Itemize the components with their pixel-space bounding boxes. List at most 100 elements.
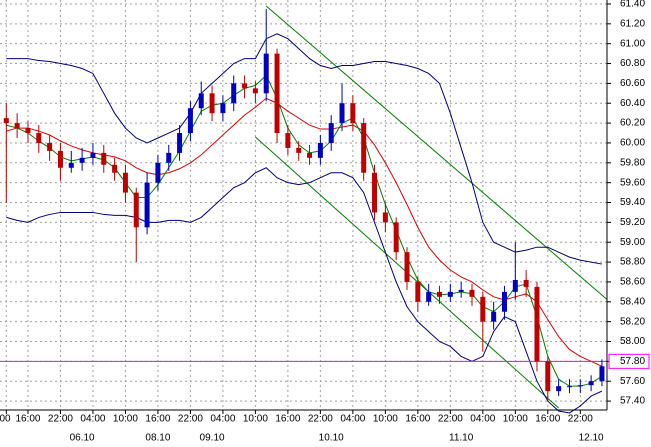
candle-body — [198, 93, 204, 109]
candle-body — [437, 291, 442, 297]
y-tick-label: 58.80 — [620, 257, 645, 268]
candle-body — [480, 296, 486, 322]
date-label: 12.10 — [579, 433, 604, 444]
candle-body — [90, 152, 96, 158]
y-tick-label: 59.60 — [620, 177, 645, 188]
y-tick-label: 58.20 — [620, 316, 645, 327]
candle-body — [491, 311, 497, 322]
candle-body — [263, 53, 269, 94]
candle-body — [155, 162, 161, 183]
candle-body — [296, 147, 302, 153]
candle-body — [187, 108, 193, 134]
candle-body — [3, 118, 9, 124]
candle-body — [426, 291, 432, 302]
date-label: 08.10 — [145, 433, 170, 444]
x-tick-label: 00 — [0, 414, 11, 425]
candle-body — [25, 128, 31, 134]
candle-body — [599, 366, 605, 382]
x-tick-label: 22:00 — [308, 414, 333, 425]
y-tick-label: 57.60 — [620, 376, 645, 387]
candle-body — [112, 164, 118, 173]
y-tick-label: 60.80 — [620, 58, 645, 69]
x-tick-label: 22:00 — [438, 414, 463, 425]
y-tick-label: 59.20 — [620, 217, 645, 228]
candle-body — [177, 133, 183, 153]
y-tick-label: 59.00 — [620, 237, 645, 248]
candle-body — [350, 103, 356, 124]
candle-body — [166, 152, 172, 163]
candle-body — [469, 289, 475, 297]
x-tick-label: 10:00 — [113, 414, 138, 425]
date-label: 06.10 — [70, 433, 95, 444]
candle-body — [231, 83, 237, 104]
candle-body — [47, 142, 53, 151]
indicator-line — [6, 33, 603, 265]
x-tick-label: 16:00 — [535, 414, 560, 425]
x-tick-label: 04:00 — [210, 414, 235, 425]
candle-body — [122, 172, 128, 193]
candle-body — [577, 385, 583, 387]
x-tick-label: 22:00 — [48, 414, 73, 425]
y-tick-label: 60.60 — [620, 78, 645, 89]
date-label: 11.10 — [449, 433, 474, 444]
candle-body — [144, 182, 150, 228]
price-label: 57.80 — [620, 356, 645, 367]
channel-line — [265, 5, 608, 301]
candle-body — [566, 386, 572, 388]
price-label-box — [608, 353, 650, 369]
candle-body — [361, 123, 367, 173]
candle-body — [274, 53, 280, 134]
candle-body — [14, 123, 20, 129]
x-tick-label: 10:00 — [243, 414, 268, 425]
x-tick-label: 04:00 — [80, 414, 105, 425]
candle-body — [242, 83, 248, 89]
y-tick-label: 60.20 — [620, 118, 645, 129]
x-tick-label: 16:00 — [275, 414, 300, 425]
candle-body — [36, 133, 42, 143]
x-tick-label: 10:00 — [503, 414, 528, 425]
date-label: 10.10 — [319, 433, 344, 444]
x-tick-label: 22:00 — [568, 414, 593, 425]
candle-body — [209, 93, 215, 114]
x-tick-label: 16:00 — [405, 414, 430, 425]
candle-body — [404, 252, 410, 282]
candle-body — [79, 157, 85, 163]
x-tick-label: 04:00 — [470, 414, 495, 425]
candle-body — [447, 291, 453, 297]
y-tick-label: 59.40 — [620, 197, 645, 208]
x-tick-label: 16:00 — [15, 414, 40, 425]
candle-body — [534, 286, 540, 362]
candle-body — [133, 192, 139, 228]
x-tick-label: 10:00 — [373, 414, 398, 425]
candle-body — [512, 279, 518, 292]
candle-body — [101, 152, 107, 165]
x-tick-label: 22:00 — [178, 414, 203, 425]
candle-body — [372, 172, 378, 213]
y-tick-label: 58.00 — [620, 336, 645, 347]
y-tick-label: 58.60 — [620, 277, 645, 288]
candle-body — [545, 361, 551, 392]
candle-body — [382, 212, 388, 223]
candle-body — [458, 289, 464, 292]
y-tick-label: 61.00 — [620, 38, 645, 49]
candle-body — [307, 152, 313, 158]
indicator-line — [6, 167, 603, 414]
candle-body — [556, 386, 562, 392]
candle-body — [328, 123, 334, 143]
y-tick-label: 61.40 — [620, 0, 645, 10]
x-tick-label: 04:00 — [340, 414, 365, 425]
y-tick-label: 59.80 — [620, 157, 645, 168]
candle-body — [220, 103, 226, 114]
candle-body — [415, 281, 421, 302]
candle-body — [523, 279, 529, 287]
y-tick-label: 58.40 — [620, 296, 645, 307]
y-tick-label: 57.40 — [620, 396, 645, 407]
candle-body — [285, 133, 291, 148]
y-tick-label: 61.20 — [620, 18, 645, 29]
date-label: 09.10 — [200, 433, 225, 444]
candle-body — [252, 88, 258, 94]
x-tick-label: 16:00 — [145, 414, 170, 425]
candle-body — [501, 291, 507, 312]
candle-body — [339, 103, 345, 124]
